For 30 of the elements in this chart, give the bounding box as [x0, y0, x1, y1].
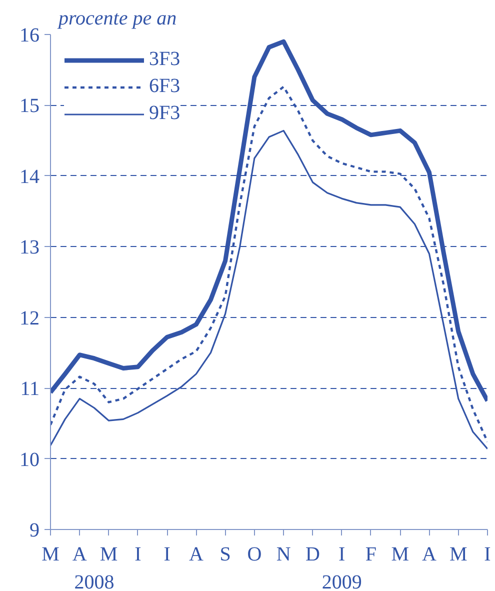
x-tick-label: M	[42, 544, 60, 566]
x-tick-label: D	[305, 544, 320, 566]
x-tick-label: A	[422, 544, 438, 566]
x-tick-label: I	[338, 544, 346, 566]
y-tick-label: 10	[20, 448, 40, 471]
legend-label: 9F3	[149, 102, 180, 125]
legend-label: 3F3	[149, 48, 180, 71]
x-tick-label: N	[276, 544, 291, 566]
text: 2008	[74, 572, 114, 591]
x-tick-label: A	[188, 544, 204, 566]
x-tick-label: O	[247, 544, 262, 566]
y-tick-label: 12	[20, 307, 40, 330]
text: 2009	[322, 572, 362, 591]
x-tick-label: S	[220, 544, 231, 566]
y-axis-title: procente pe an	[56, 8, 177, 30]
y-tick-label: 9	[30, 520, 40, 542]
x-tick-label: M	[391, 544, 410, 566]
x-tick-label: A	[72, 544, 88, 566]
legend-label: 6F3	[149, 75, 180, 98]
x-tick-label: I	[164, 544, 170, 566]
x-tick-label: M	[100, 544, 118, 566]
y-tick-label: 15	[20, 95, 40, 118]
x-tick-label: I	[484, 544, 491, 566]
x-tick-label: M	[449, 544, 468, 566]
y-tick-label: 11	[20, 378, 40, 400]
x-tick-label: I	[134, 544, 142, 566]
x-tick-label: F	[365, 544, 377, 566]
y-tick-label: 13	[20, 236, 40, 259]
y-tick-label: 16	[20, 24, 40, 46]
y-tick-label: 14	[20, 166, 40, 188]
